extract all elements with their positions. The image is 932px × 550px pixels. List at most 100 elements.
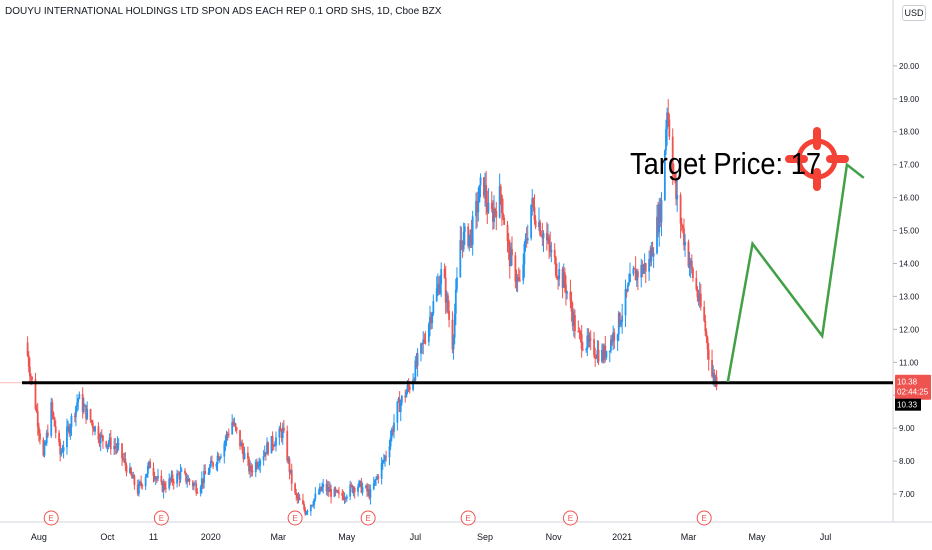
candle-body	[393, 422, 395, 432]
candle-body	[627, 282, 630, 285]
candle-body	[663, 150, 666, 201]
candle-body	[35, 408, 38, 412]
candle-body	[593, 339, 595, 356]
candle-body	[550, 249, 553, 253]
candle-body	[359, 480, 362, 482]
candle-body	[684, 241, 686, 246]
candle-body	[531, 198, 534, 205]
candle-body	[59, 442, 62, 455]
candle-body	[530, 204, 533, 238]
candle-body	[683, 228, 685, 246]
candle-body	[369, 489, 372, 498]
candle-body	[188, 478, 191, 482]
candle-body	[27, 355, 30, 367]
candle-body	[86, 409, 89, 419]
candle-body	[232, 422, 235, 425]
candle-body	[430, 316, 432, 324]
candle-body	[139, 481, 141, 484]
candle-body	[97, 426, 100, 440]
candle-body	[451, 319, 454, 350]
candle-body	[667, 112, 670, 120]
earnings-marker-label: E	[49, 514, 54, 523]
candle-body	[666, 112, 669, 129]
candle-body	[251, 470, 254, 473]
candle-body	[579, 332, 582, 335]
candle-body	[569, 291, 572, 301]
candle-body	[447, 295, 449, 312]
candle-body	[456, 277, 458, 290]
candle-body	[526, 237, 529, 241]
candle-body	[202, 478, 204, 483]
candle-body	[570, 300, 573, 312]
candle-body	[554, 257, 557, 276]
candle-body	[617, 312, 620, 335]
candle-body	[549, 244, 552, 253]
candle-body	[506, 224, 509, 241]
candle-body	[399, 402, 402, 412]
candle-body	[389, 437, 392, 447]
candle-body	[224, 439, 227, 444]
candle-body	[246, 452, 249, 459]
currency-button[interactable]: USD	[902, 5, 926, 21]
candle-body	[334, 488, 337, 492]
candle-body	[155, 477, 158, 479]
candle-body	[203, 470, 205, 483]
candle-body	[357, 486, 359, 492]
candle-body	[42, 439, 45, 456]
candle-body	[515, 281, 518, 283]
candle-body	[343, 498, 346, 500]
candle-body	[341, 492, 344, 496]
y-tick-label: 14.00	[899, 259, 920, 268]
earnings-marker-label: E	[159, 514, 164, 523]
candle-body	[602, 349, 604, 361]
candle-body	[164, 487, 167, 489]
candle-body	[545, 233, 548, 241]
x-tick-label: Nov	[546, 532, 563, 542]
y-tick-label: 17.00	[899, 161, 920, 170]
candle-body	[140, 481, 143, 485]
candle-body	[360, 480, 363, 493]
candle-body	[36, 411, 39, 427]
candle-body	[249, 465, 252, 472]
candle-body	[658, 204, 661, 233]
candle-body	[445, 295, 448, 303]
candle-body	[553, 249, 556, 258]
candle-body	[406, 385, 409, 392]
candle-body	[137, 483, 140, 494]
candle-body	[397, 398, 400, 402]
earnings-marker	[696, 510, 712, 526]
candle-body	[625, 289, 628, 292]
candle-body	[73, 415, 76, 417]
candle-body	[594, 355, 597, 358]
candle-body	[668, 119, 671, 137]
x-tick-label: Mar	[681, 532, 697, 542]
y-tick-label: 16.00	[899, 194, 920, 203]
candle-body	[687, 241, 690, 267]
candle-body	[711, 359, 713, 377]
candle-body	[280, 431, 283, 439]
candle-body	[476, 200, 479, 213]
candle-body	[484, 184, 486, 196]
candle-body	[367, 489, 370, 492]
candle-body	[239, 430, 241, 447]
candle-body	[516, 277, 519, 282]
candle-body	[344, 498, 347, 500]
candle-body	[306, 511, 309, 513]
candle-body	[629, 273, 631, 283]
low-price-tag	[895, 398, 921, 411]
candle-body	[358, 481, 361, 487]
candle-body	[495, 210, 498, 218]
candle-body	[329, 488, 331, 492]
candle-body	[556, 275, 558, 279]
candle-body	[124, 458, 127, 466]
candle-body	[610, 339, 612, 351]
candle-body	[149, 461, 152, 468]
symbol-title: DOUYU INTERNATIONAL HOLDINGS LTD SPON AD…	[5, 6, 442, 17]
candle-body	[650, 248, 653, 262]
candle-body	[626, 284, 629, 292]
candle-body	[525, 239, 528, 241]
candle-body	[109, 437, 112, 450]
candle-body	[266, 442, 268, 455]
